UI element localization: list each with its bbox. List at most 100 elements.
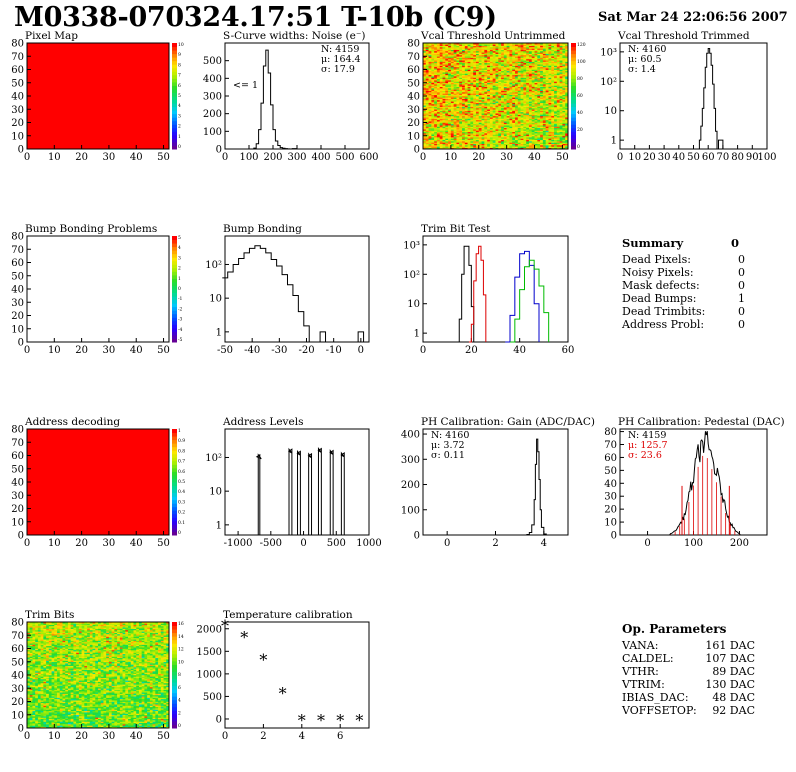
heatmap-cell <box>517 111 521 114</box>
heatmap-cell <box>556 99 560 102</box>
heatmap-cell <box>448 81 452 84</box>
heatmap-cell <box>27 625 31 628</box>
heatmap-cell <box>473 133 477 135</box>
heatmap-cell <box>431 82 435 85</box>
summary-label: Dead Bumps: <box>622 292 697 305</box>
heatmap-cell <box>453 147 457 150</box>
heatmap-cell <box>562 54 566 57</box>
heatmap-cell <box>27 690 31 693</box>
heatmap-cell <box>484 65 488 68</box>
heatmap-cell <box>512 74 516 77</box>
heatmap-cell <box>459 70 463 73</box>
heatmap-cell <box>498 50 502 53</box>
heatmap-cell <box>492 99 496 102</box>
heatmap-cell <box>509 44 513 46</box>
heatmap-cell <box>436 86 441 89</box>
heatmap-cell <box>498 76 502 78</box>
heatmap-cell <box>462 118 466 121</box>
heatmap-cell <box>492 68 496 70</box>
heatmap-cell <box>27 694 31 697</box>
palette-cell <box>571 113 576 118</box>
heatmap-cell <box>515 113 519 115</box>
heatmap-cell <box>475 94 480 97</box>
heatmap-cell <box>473 86 477 89</box>
heatmap-cell <box>559 66 563 69</box>
heatmap-cell <box>498 122 502 125</box>
heatmap-cell <box>492 44 496 46</box>
heatmap-cell <box>456 145 460 147</box>
heatmap-cell <box>492 114 496 117</box>
heatmap-cell <box>27 636 31 639</box>
heatmap-cell <box>428 56 432 58</box>
heatmap-cell <box>35 686 39 689</box>
heatmap-cell <box>445 119 449 122</box>
heatmap-cell <box>478 90 482 93</box>
heatmap-cell <box>459 56 463 58</box>
heatmap-cell <box>464 49 468 52</box>
heatmap-cell <box>470 123 474 126</box>
heatmap-cell <box>492 46 496 49</box>
heatmap-cell <box>531 147 535 150</box>
heatmap-cell <box>27 659 31 661</box>
heatmap-cell <box>439 85 443 88</box>
heatmap-cell <box>565 119 569 122</box>
heatmap-cell <box>559 69 563 72</box>
heatmap-cell <box>501 122 505 125</box>
heatmap-cell <box>545 64 549 66</box>
heatmap-cell <box>565 52 569 54</box>
y-tick-label: 60 <box>604 453 617 464</box>
heatmap-cell <box>431 125 435 127</box>
heatmap-cell <box>509 125 513 127</box>
heatmap-cell <box>520 122 524 125</box>
heatmap-cell <box>29 693 33 696</box>
heatmap-cell <box>467 134 471 137</box>
y-tick-label: 200 <box>203 109 222 120</box>
heatmap-cell <box>475 62 480 65</box>
heatmap-cell <box>431 61 435 64</box>
heatmap-cell <box>537 109 541 111</box>
heatmap-cell <box>520 92 524 94</box>
heatmap-cell <box>32 667 36 669</box>
heatmap-cell <box>537 126 541 129</box>
heatmap-cell <box>512 53 516 56</box>
heatmap-cell <box>492 92 496 94</box>
heatmap-cell <box>562 94 566 97</box>
heatmap-cell <box>515 96 519 98</box>
heatmap-cell <box>439 70 443 73</box>
heatmap-cell <box>473 138 477 141</box>
heatmap-cell <box>450 46 454 49</box>
heatmap-cell <box>445 123 449 126</box>
heatmap-cell <box>534 57 538 60</box>
heatmap-cell <box>526 117 530 119</box>
heatmap-cell <box>32 725 36 727</box>
heatmap-cell <box>470 96 474 98</box>
heatmap-cell <box>27 702 31 705</box>
heatmap-cell <box>489 93 494 95</box>
heatmap-cell <box>542 62 546 65</box>
heatmap-cell <box>554 65 558 68</box>
heatmap-cell <box>487 141 491 143</box>
heatmap-cell <box>428 64 432 66</box>
heatmap-cell <box>528 54 533 57</box>
heatmap-cell <box>556 109 560 111</box>
heatmap-cell <box>526 139 530 142</box>
heatmap-cell <box>32 690 36 693</box>
heatmap-cell <box>528 69 533 72</box>
heatmap-cell <box>434 72 438 74</box>
heatmap-cell <box>551 72 555 74</box>
heatmap-cell <box>431 76 435 78</box>
heatmap-cell <box>425 137 429 139</box>
summary-value: 0 <box>738 279 745 292</box>
heatmap-cell <box>534 137 538 139</box>
heatmap-cell <box>439 92 443 94</box>
heatmap-cell <box>484 113 488 115</box>
palette-label: -3 <box>178 317 183 323</box>
heatmap-cell <box>478 117 482 119</box>
heatmap-cell <box>445 74 449 77</box>
heatmap-cell <box>423 69 427 72</box>
heatmap-cell <box>467 102 471 105</box>
heatmap-cell <box>503 96 507 98</box>
heatmap-cell <box>428 101 432 103</box>
heatmap-cell <box>556 49 560 52</box>
heatmap-cell <box>456 88 460 90</box>
